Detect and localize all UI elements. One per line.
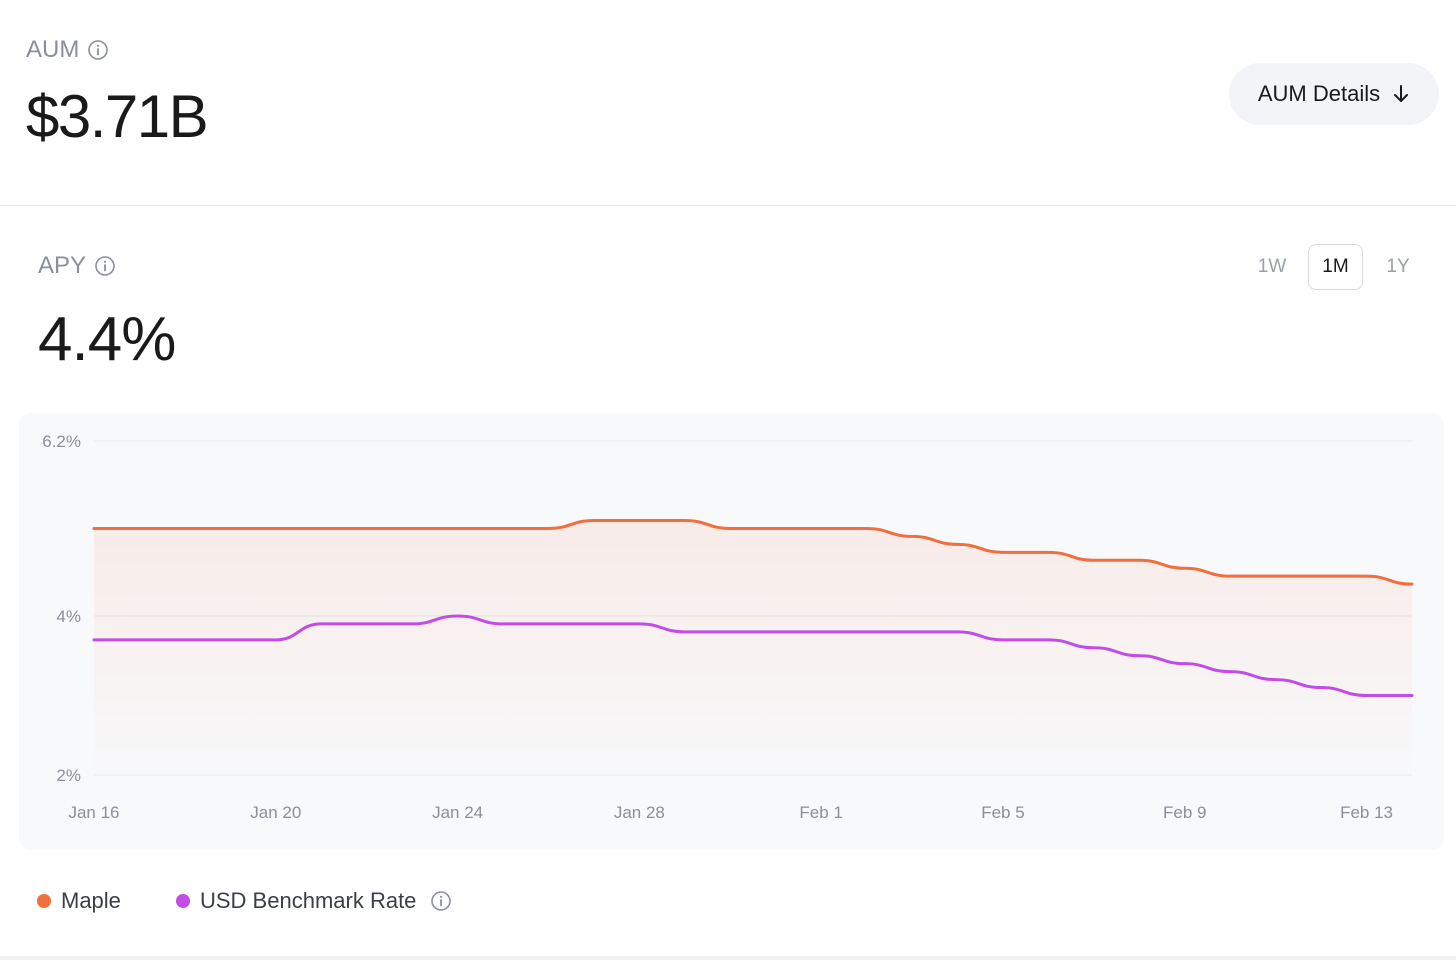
arrow-down-icon — [1394, 85, 1409, 102]
aum-details-label: AUM Details — [1257, 81, 1381, 106]
aum-value: $3.71B — [26, 83, 209, 150]
apy-label-group: APY — [38, 252, 116, 280]
range-1m-button[interactable]: 1M — [1308, 244, 1363, 290]
aum-details-button[interactable]: AUM Details — [1229, 63, 1439, 125]
info-icon[interactable] — [87, 39, 109, 61]
legend-benchmark-label: USD Benchmark Rate — [200, 888, 417, 913]
x-tick-label: Feb 9 — [1163, 803, 1206, 822]
legend-maple: Maple — [37, 888, 121, 914]
info-icon[interactable] — [94, 255, 116, 277]
x-tick-label: Jan 28 — [614, 803, 665, 822]
x-tick-label: Feb 13 — [1340, 803, 1393, 822]
legend-benchmark: USD Benchmark Rate — [176, 888, 452, 914]
benchmark-line — [92, 614, 1414, 697]
apy-label: APY — [38, 252, 87, 279]
info-icon[interactable] — [430, 890, 452, 912]
apy-value: 4.4% — [38, 305, 176, 374]
range-1w-button[interactable]: 1W — [1247, 244, 1297, 290]
maple-area — [94, 520, 1412, 783]
y-tick-label: 6.2% — [42, 432, 81, 451]
x-tick-label: Feb 1 — [799, 803, 842, 822]
x-tick-label: Jan 20 — [250, 803, 301, 822]
maple-dot — [37, 894, 51, 908]
x-tick-label: Jan 24 — [432, 803, 483, 822]
legend-maple-label: Maple — [61, 888, 121, 913]
maple-line — [92, 519, 1414, 586]
bottom-border — [0, 956, 1456, 960]
x-tick-label: Feb 5 — [981, 803, 1024, 822]
aum-label-group: AUM — [26, 36, 109, 64]
apy-chart: 2% 4% 6.2% Jan 16 Jan 20 Jan 24 Jan 28 Feb 1 Feb… — [42, 432, 1414, 822]
section-divider — [0, 205, 1456, 206]
x-tick-label: Jan 16 — [68, 803, 119, 822]
y-tick-label: 4% — [56, 607, 81, 626]
range-1y-button[interactable]: 1Y — [1373, 244, 1423, 290]
y-tick-label: 2% — [56, 766, 81, 785]
benchmark-dot — [176, 894, 190, 908]
aum-label: AUM — [26, 36, 80, 63]
